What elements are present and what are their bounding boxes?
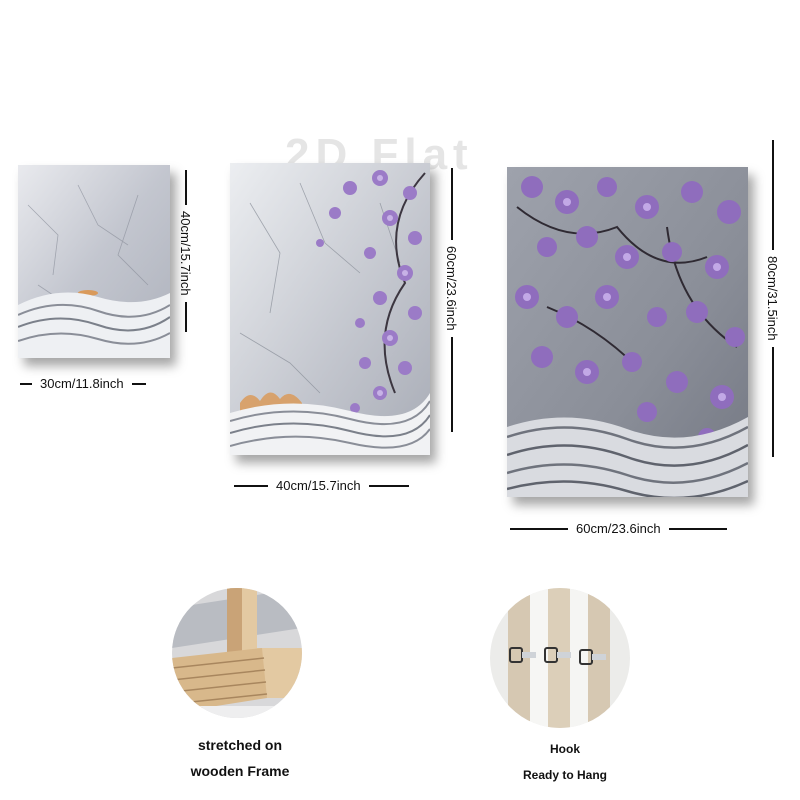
blossom-artwork-medium [230,163,430,455]
height-dimension-medium: 60cm/23.6inch [444,168,459,453]
blossom-artwork-large [507,167,748,497]
height-dimension-large: 80cm/31.5inch [765,140,780,500]
hook-caption-line2: Ready to Hang [522,768,607,782]
hook-caption: Hook Ready to Hang [490,736,640,788]
height-label-small: 40cm/15.7inch [178,211,193,296]
frame-caption-line1: stretched on [197,737,282,753]
wooden-frame-photo [172,588,302,718]
wooden-frame-icon [172,588,302,718]
marble-artwork-small [18,165,170,358]
width-label-large: 60cm/23.6inch [576,521,661,536]
canvas-panel-large [507,167,748,497]
height-dimension-small: 40cm/15.7inch [178,170,193,355]
height-label-medium: 60cm/23.6inch [444,246,459,331]
canvas-panel-small [18,165,170,358]
height-label-large: 80cm/31.5inch [765,256,780,341]
hook-icon [490,588,630,728]
width-label-small: 30cm/11.8inch [40,376,124,391]
width-dimension-medium: 40cm/15.7inch [234,478,409,493]
width-label-medium: 40cm/15.7inch [276,478,361,493]
width-dimension-small: 30cm/11.8inch [20,376,146,391]
frame-caption: stretched on wooden Frame [160,732,320,784]
hook-photo [490,588,630,728]
hook-caption-line1: Hook [550,742,580,756]
width-dimension-large: 60cm/23.6inch [510,521,727,536]
canvas-panel-medium [230,163,430,455]
frame-caption-line2: wooden Frame [190,763,290,779]
